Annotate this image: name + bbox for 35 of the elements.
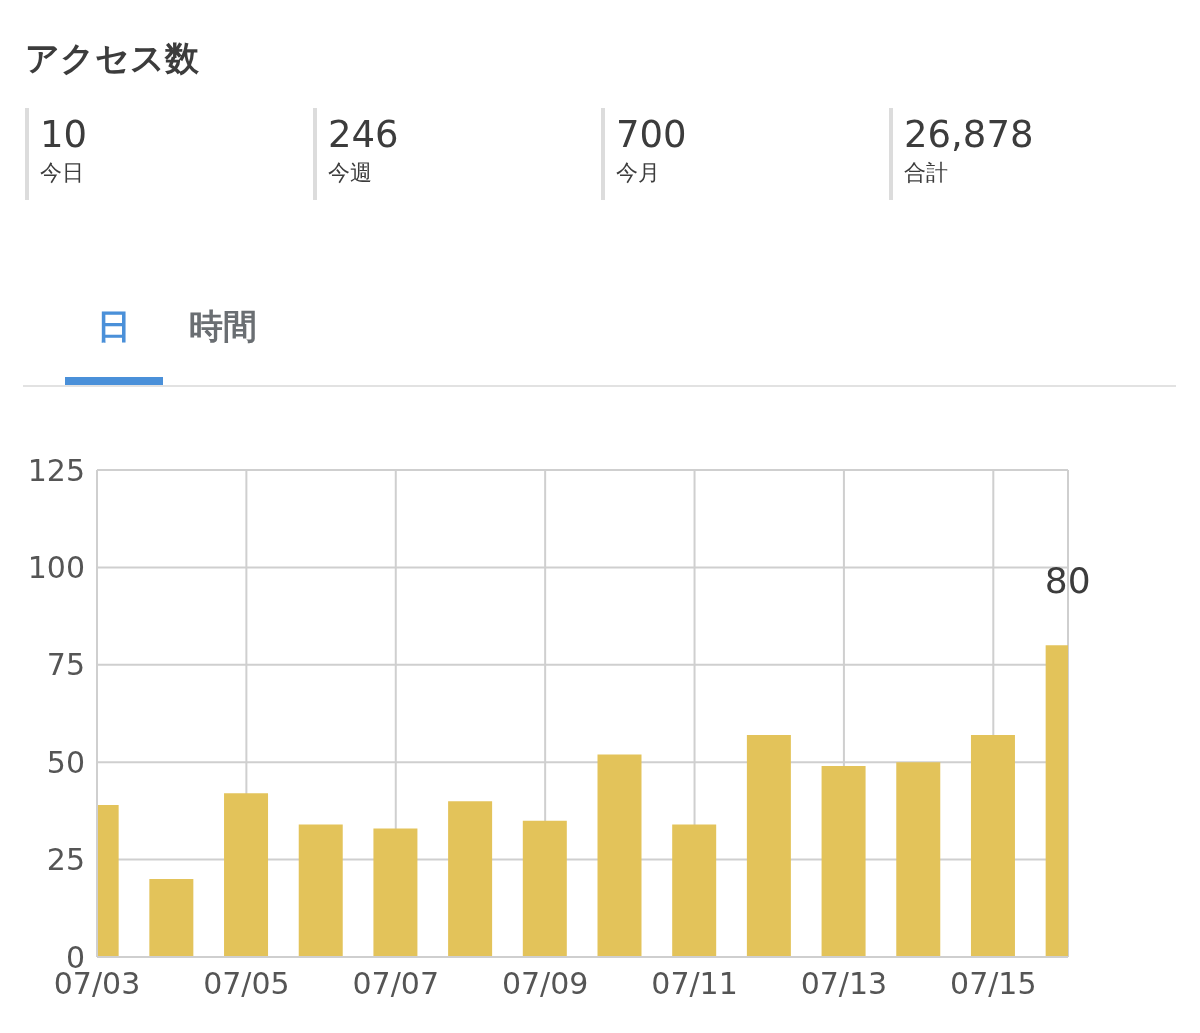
- x-tick-label: 07/11: [651, 966, 738, 1002]
- bar: [597, 754, 642, 957]
- bar: [896, 762, 941, 957]
- bar: [522, 820, 567, 957]
- text: 10: [40, 112, 88, 158]
- x-tick-label: 07/05: [203, 966, 290, 1002]
- chart-title: アクセス数: [25, 37, 199, 80]
- text: 26,878: [904, 112, 1034, 158]
- x-tick-label: 07/07: [352, 966, 439, 1002]
- y-tick-label: 125: [27, 452, 85, 488]
- y-tick-label: 50: [46, 744, 85, 780]
- bar: [672, 824, 717, 957]
- text: 今月: [616, 159, 661, 187]
- y-tick-label: 75: [46, 647, 85, 683]
- text: 日: [96, 305, 132, 348]
- text: 今週: [328, 159, 373, 187]
- x-tick-label: 07/09: [501, 966, 589, 1002]
- text: 合計: [904, 159, 949, 187]
- text: 246: [328, 112, 399, 158]
- y-tick-label: 25: [46, 842, 85, 878]
- text: 今日: [40, 159, 85, 187]
- y-tick-label: 100: [27, 550, 85, 586]
- bar: [746, 734, 791, 957]
- bar: [149, 879, 194, 957]
- bar: [373, 828, 418, 957]
- x-tick-label: 07/15: [950, 966, 1037, 1002]
- text: 時間: [188, 305, 258, 348]
- bar: [821, 766, 866, 957]
- bar: [448, 801, 493, 957]
- data-label: 80: [1044, 560, 1091, 602]
- bar: [224, 793, 269, 957]
- x-tick-label: 07/13: [800, 966, 888, 1002]
- bar: [970, 734, 1015, 957]
- text: 700: [616, 112, 687, 158]
- bar: [298, 824, 343, 957]
